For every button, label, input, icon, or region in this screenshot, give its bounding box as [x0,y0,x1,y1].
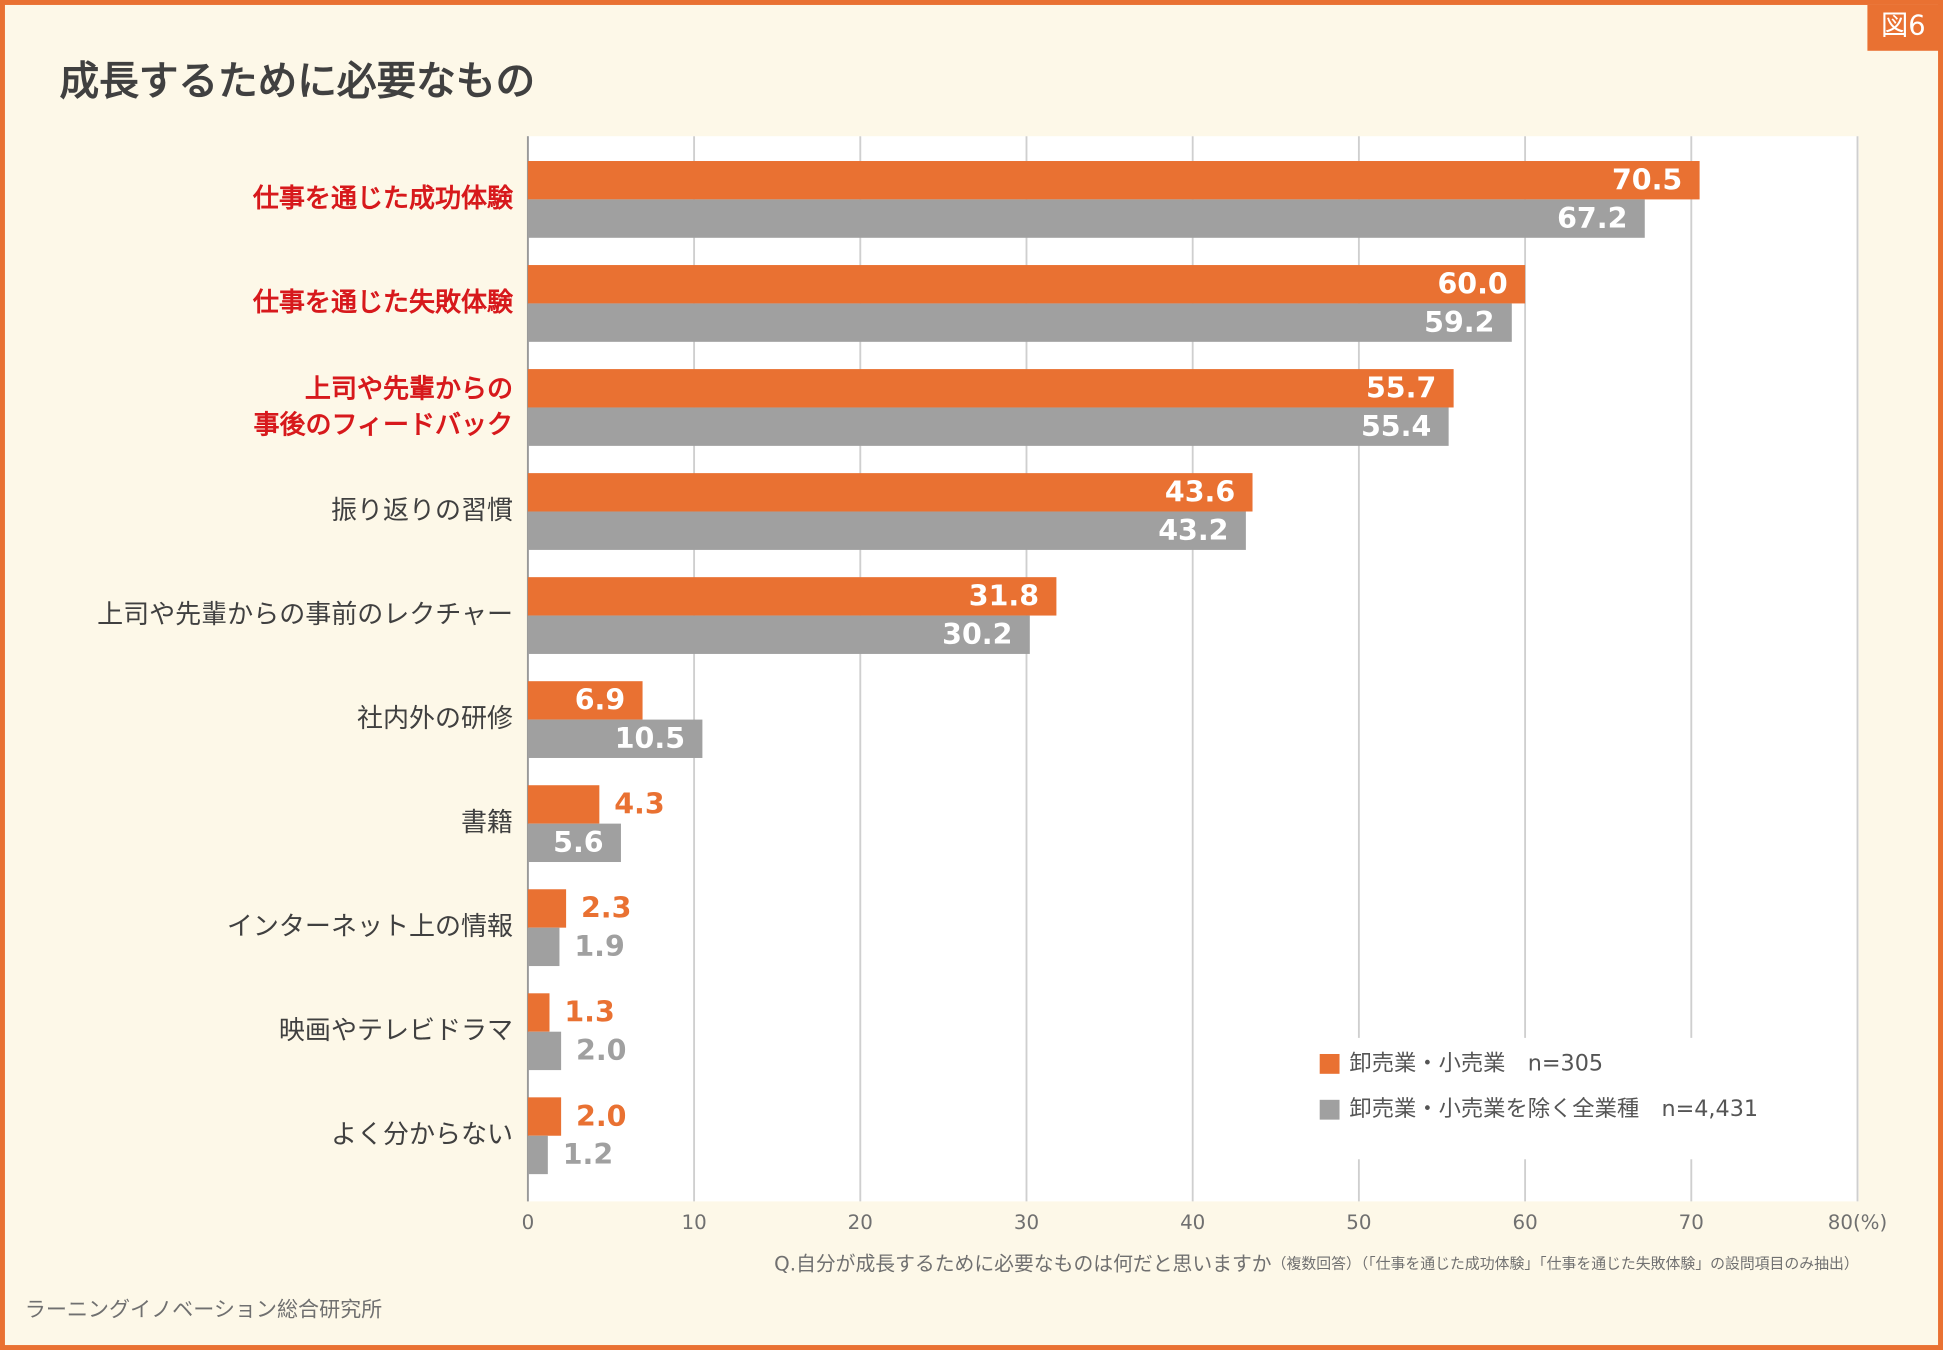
x-tick-label: 10 [681,1211,706,1234]
value-label: 55.4 [1361,410,1431,443]
value-label: 60.0 [1437,267,1507,300]
legend-swatch [1319,1099,1340,1120]
bar [527,993,550,1032]
badge-box [1867,4,1941,51]
badge: 図6 [1881,11,1926,42]
value-label: 30.2 [942,618,1012,651]
bar [527,369,1454,408]
x-tick-label: 20 [848,1211,873,1234]
value-label: 2.0 [576,1034,626,1067]
bar [527,719,703,758]
bar [527,927,560,967]
bar [527,511,1246,550]
value-label: 6.9 [575,684,625,717]
value-label: 2.3 [581,892,631,925]
bar [527,265,1526,304]
y-tick-label: 上司や先輩からの事前のレクチャー [97,600,513,630]
value-label: 10.5 [615,722,685,755]
bar [527,1031,562,1071]
bar [527,473,1253,512]
x-tick-label: 0 [522,1211,535,1234]
legend-box [1311,1037,1795,1160]
bar [527,681,643,720]
legend-label: 卸売業・小売業を除く全業種 n=4,431 [1349,1096,1758,1122]
value-label: 1.9 [574,930,624,963]
bar [527,823,621,863]
value-label: 31.8 [969,580,1039,613]
bar [527,303,1512,342]
legend-swatch [1319,1053,1340,1074]
y-tick-label: 社内外の研修 [357,704,513,734]
bar [527,199,1645,238]
bar [527,615,1030,654]
y-tick-label: 映画やテレビドラマ [279,1016,513,1046]
legend-label: 卸売業・小売業 n=305 [1349,1050,1603,1076]
value-label: 67.2 [1557,202,1627,235]
bar [527,1097,562,1136]
value-label: 43.2 [1158,514,1228,547]
bar [527,1135,548,1175]
y-tick-label: 上司や先輩からの事後のフィードバック [253,374,513,440]
bar [527,407,1449,446]
value-label: 55.7 [1366,372,1436,405]
x-tick-label: 80(%) [1828,1211,1888,1234]
y-tick-label: 仕事を通じた成功体験 [252,184,514,214]
source: ラーニングイノベーション総合研究所 [25,1296,382,1321]
y-tick-label: 仕事を通じた失敗体験 [252,287,514,318]
value-label: 1.3 [564,996,614,1029]
value-label: 1.2 [563,1138,613,1171]
value-label: 4.3 [614,788,664,821]
bar [527,577,1057,616]
value-label: 59.2 [1424,306,1494,339]
question-text: Q.自分が成長するために必要なものは何だと思いますか [774,1252,1272,1275]
chart-title: 成長するために必要なもの [59,59,535,105]
value-label: 5.6 [553,826,603,859]
y-tick-label: 書籍 [461,808,513,838]
x-tick-label: 50 [1346,1211,1371,1234]
x-tick-label: 70 [1679,1211,1704,1234]
y-tick-label: よく分からない [331,1120,513,1150]
x-tick-label: 40 [1180,1211,1205,1234]
question: Q.自分が成長するために必要なものは何だと思いますか（複数回答）（「仕事を通じた… [774,1252,1859,1275]
y-tick-label: インターネット上の情報 [227,912,513,942]
x-tick-label: 60 [1512,1211,1537,1234]
question-note: （複数回答）（「仕事を通じた成功体験」「仕事を通じた失敗体験」の設問項目のみ抽出… [1272,1255,1859,1273]
value-label: 43.6 [1165,476,1235,509]
bar [527,889,567,928]
value-label: 70.5 [1612,163,1682,196]
x-tick-label: 30 [1014,1211,1039,1234]
value-label: 2.0 [576,1100,626,1133]
bar [527,785,600,824]
y-tick-label: 振り返りの習慣 [331,496,513,526]
bar [527,161,1700,200]
